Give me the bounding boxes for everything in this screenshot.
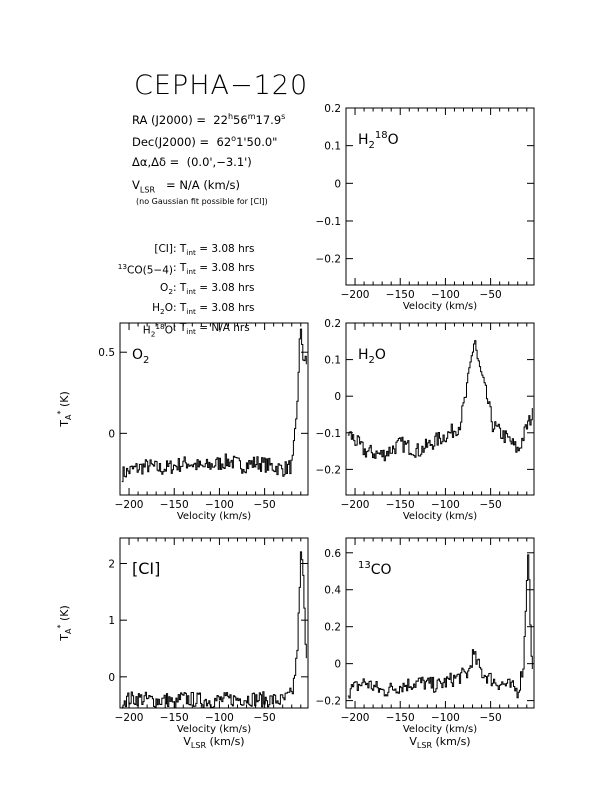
vlsr-line: VLSR = N/A (km/s): [132, 178, 241, 195]
ra-m: 56: [233, 112, 248, 127]
y-tick-label: −0.1: [316, 428, 342, 440]
x-tick-label: −150: [386, 712, 415, 724]
x-tick-label: −200: [115, 499, 144, 511]
x-tick-label: −200: [341, 712, 370, 724]
observation-time: : Tint = 3.08 hrs: [173, 302, 255, 317]
observation-name: [CI]: [154, 243, 173, 255]
observation-name: O2: [160, 282, 173, 297]
x-tick-label: −50: [480, 712, 502, 724]
offset-label: Δα,Δδ =: [132, 155, 180, 169]
y-tick-label: 1: [108, 615, 115, 627]
y-tick-label: 0.2: [324, 103, 341, 115]
y-axis-label: TA* (K): [56, 391, 73, 428]
x-tick-label: −50: [254, 499, 276, 511]
x-tick-label: −100: [205, 712, 234, 724]
offset-line: Δα,Δδ = (0.0',−3.1'): [132, 155, 252, 169]
x-tick-label: −100: [205, 499, 234, 511]
y-tick-label: −0.2: [316, 696, 342, 708]
observation-time: : Tint = 3.08 hrs: [173, 262, 255, 277]
y-tick-label: 0: [334, 391, 341, 403]
panel-o2: −200 −150 −100 −50 0 0.5 Velocity (km/s) TA* (K…: [56, 322, 309, 522]
y-tick-label: 0: [334, 659, 341, 671]
plot-frame: [119, 322, 309, 496]
x-tick-label: −150: [160, 499, 189, 511]
x-tick-label: −50: [480, 289, 502, 301]
vlsr-label: V: [132, 178, 140, 192]
y-tick-label: 0.1: [324, 355, 341, 367]
x-tick-label: −200: [341, 289, 370, 301]
y-tick-label: −0.2: [316, 254, 342, 266]
x-tick-label: −100: [431, 289, 460, 301]
molecule-label: [CI]: [132, 559, 160, 578]
x-tick-label: −150: [160, 712, 189, 724]
molecule-label: H218O: [358, 130, 399, 151]
y-tick-label: 0: [334, 178, 341, 190]
x-tick-label: −100: [431, 499, 460, 511]
spectrum-line: [347, 554, 533, 699]
y-tick-label: −0.2: [316, 464, 342, 476]
x-axis-label: Velocity (km/s): [177, 511, 251, 522]
molecule-label: O2: [132, 347, 149, 366]
y-tick-label: 0.5: [98, 347, 115, 359]
y-tick-label: 0.1: [324, 141, 341, 153]
y-tick-label: 0: [108, 672, 115, 684]
x-axis-label: Velocity (km/s): [403, 511, 477, 522]
molecule-label: H2O: [358, 347, 386, 366]
y-tick-label: 0.2: [324, 318, 341, 330]
spectrum-line: [347, 340, 533, 462]
dec-deg: 62: [216, 134, 232, 149]
dec-rest: 1'50.0": [236, 134, 278, 149]
x-tick-label: −200: [115, 712, 144, 724]
x-axis-label: Velocity (km/s): [403, 301, 477, 312]
x-axis-label: Velocity (km/s): [177, 724, 251, 735]
x-tick-label: −200: [341, 499, 370, 511]
dec-label: Dec(J2000) =: [132, 134, 210, 149]
observation-name: 13CO(5−4): [117, 262, 173, 277]
observation-time: : Tint = 3.08 hrs: [173, 282, 255, 297]
x-tick-label: −150: [386, 289, 415, 301]
x-tick-label: −100: [431, 712, 460, 724]
plot-frame: [345, 107, 535, 286]
x-tick-label: −50: [480, 499, 502, 511]
x-axis-label: Velocity (km/s): [403, 724, 477, 735]
plot-frame: [345, 537, 535, 709]
dec-line: Dec(J2000) = 62o1'50.0": [132, 134, 278, 149]
molecule-label: 13CO: [358, 560, 392, 578]
y-tick-label: 0: [108, 428, 115, 440]
ra-line: RA (J2000) = 22h56m17.9s: [132, 112, 286, 127]
y-tick-label: −0.1: [316, 216, 342, 228]
panel-ci: −200 −150 −100 −50 0 1 2 Velocity (km/s)VLSR (k…: [56, 537, 309, 750]
x-tick-label: −50: [254, 712, 276, 724]
panel-13co: −200 −150 −100 −50 −0.2 0 0.2 0.4 0.6 Velocity (k…: [316, 537, 535, 750]
observation-name: H2O: [152, 302, 173, 317]
ra-label: RA (J2000) =: [132, 112, 206, 127]
page-title: CEPHA−120: [134, 70, 309, 101]
observation-time: : Tint = 3.08 hrs: [173, 243, 255, 258]
fit-note: (no Gaussian fit possible for [CI]): [136, 197, 268, 206]
y-axis-label: TA* (K): [56, 605, 73, 642]
offset-value: (0.0',−3.1'): [186, 155, 252, 169]
y-tick-label: 0.2: [324, 622, 341, 634]
panel-h2o: −200 −150 −100 −50 −0.2 −0.1 0 0.1 0.2 Velocity (…: [316, 318, 535, 522]
y-tick-label: 2: [108, 559, 115, 571]
y-tick-label: 0.6: [324, 548, 341, 560]
observation-name: H218O: [142, 322, 173, 339]
y-tick-label: 0.4: [324, 585, 341, 597]
vlsr-sub: LSR: [139, 185, 156, 195]
panel-h218o: −200 −150 −100 −50 −0.2 −0.1 0 0.1 0.2 Velocity (…: [316, 103, 535, 312]
vlsr-axis-label: VLSR (km/s): [409, 735, 470, 750]
x-tick-label: −150: [386, 499, 415, 511]
vlsr-axis-label: VLSR (km/s): [183, 735, 244, 750]
spectrum-line: [121, 328, 307, 483]
ra-h: 22: [213, 112, 228, 127]
ra-s: 17.9: [255, 112, 282, 127]
vlsr-value: = N/A (km/s): [166, 178, 241, 192]
spectrum-line: [121, 551, 307, 709]
plot-frame: [345, 322, 535, 496]
